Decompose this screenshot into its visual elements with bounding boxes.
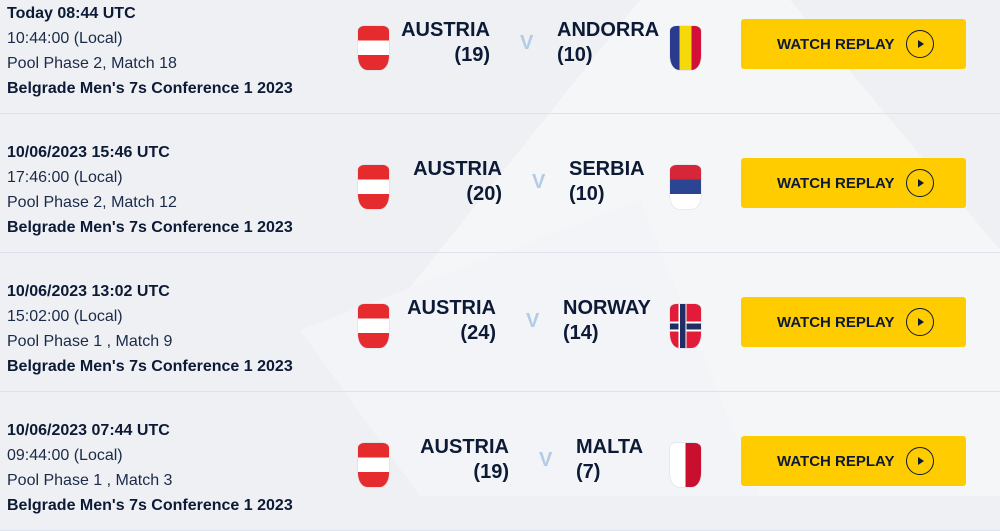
norway-flag-icon <box>670 304 701 348</box>
watch-replay-label: WATCH REPLAY <box>777 174 895 192</box>
event-name: Belgrade Men's 7s Conference 1 2023 <box>7 497 293 514</box>
away-team: NORWAY (14) <box>563 296 651 346</box>
match-local-time: 17:46:00 (Local) <box>7 169 123 186</box>
away-team-name: SERBIA <box>569 158 645 180</box>
play-icon <box>906 30 934 58</box>
match-info: Today 08:44 UTC 10:44:00 (Local) Pool Ph… <box>7 1 293 101</box>
match-info: 10/06/2023 13:02 UTC 15:02:00 (Local) Po… <box>7 279 293 379</box>
home-team-score: (24) <box>460 322 496 344</box>
versus-label: V <box>532 171 546 193</box>
event-name: Belgrade Men's 7s Conference 1 2023 <box>7 358 293 375</box>
home-team-name: AUSTRIA <box>407 297 496 319</box>
home-team-name: AUSTRIA <box>401 19 490 41</box>
play-icon <box>906 447 934 475</box>
home-team: AUSTRIA (20) <box>302 157 502 207</box>
match-row: 10/06/2023 13:02 UTC 15:02:00 (Local) Po… <box>0 253 1000 392</box>
watch-replay-button[interactable]: WATCH REPLAY <box>741 158 966 208</box>
match-utc-time: 10/06/2023 07:44 UTC <box>7 422 170 439</box>
watch-replay-label: WATCH REPLAY <box>777 452 895 470</box>
match-utc-time: Today 08:44 UTC <box>7 5 136 22</box>
malta-flag-icon <box>670 443 701 487</box>
match-local-time: 09:44:00 (Local) <box>7 447 123 464</box>
away-team: MALTA (7) <box>576 435 643 485</box>
play-icon <box>906 169 934 197</box>
play-icon <box>906 308 934 336</box>
home-team-name: AUSTRIA <box>420 436 509 458</box>
watch-replay-label: WATCH REPLAY <box>777 35 895 53</box>
match-phase: Pool Phase 1 , Match 3 <box>7 472 173 489</box>
away-team-name: NORWAY <box>563 297 651 319</box>
austria-flag-icon <box>358 26 389 70</box>
watch-replay-button[interactable]: WATCH REPLAY <box>741 436 966 486</box>
match-info: 10/06/2023 07:44 UTC 09:44:00 (Local) Po… <box>7 418 293 518</box>
match-utc-time: 10/06/2023 15:46 UTC <box>7 144 170 161</box>
match-phase: Pool Phase 2, Match 12 <box>7 194 177 211</box>
home-team-name: AUSTRIA <box>413 158 502 180</box>
austria-flag-icon <box>358 443 389 487</box>
away-team-score: (14) <box>563 322 599 344</box>
away-team-score: (10) <box>557 44 593 66</box>
versus-label: V <box>539 449 553 471</box>
match-row: Today 08:44 UTC 10:44:00 (Local) Pool Ph… <box>0 0 1000 114</box>
watch-replay-label: WATCH REPLAY <box>777 313 895 331</box>
austria-flag-icon <box>358 304 389 348</box>
serbia-flag-icon <box>670 165 701 209</box>
home-team-score: (20) <box>466 183 502 205</box>
home-team-score: (19) <box>454 44 490 66</box>
away-team-name: MALTA <box>576 436 644 458</box>
home-team: AUSTRIA (24) <box>296 296 496 346</box>
event-name: Belgrade Men's 7s Conference 1 2023 <box>7 219 293 236</box>
versus-label: V <box>526 310 540 332</box>
match-local-time: 10:44:00 (Local) <box>7 30 123 47</box>
match-row: 10/06/2023 15:46 UTC 17:46:00 (Local) Po… <box>0 114 1000 253</box>
andorra-flag-icon <box>670 26 701 70</box>
away-team-score: (10) <box>569 183 605 205</box>
away-team-name: ANDORRA <box>557 19 660 41</box>
watch-replay-button[interactable]: WATCH REPLAY <box>741 297 966 347</box>
away-team: ANDORRA (10) <box>557 18 659 68</box>
away-team-score: (7) <box>576 461 601 483</box>
match-utc-time: 10/06/2023 13:02 UTC <box>7 283 170 300</box>
home-team-score: (19) <box>473 461 509 483</box>
austria-flag-icon <box>358 165 389 209</box>
home-team: AUSTRIA (19) <box>290 18 490 68</box>
match-info: 10/06/2023 15:46 UTC 17:46:00 (Local) Po… <box>7 140 293 240</box>
match-phase: Pool Phase 1 , Match 9 <box>7 333 173 350</box>
versus-label: V <box>520 32 534 54</box>
match-local-time: 15:02:00 (Local) <box>7 308 123 325</box>
event-name: Belgrade Men's 7s Conference 1 2023 <box>7 80 293 97</box>
watch-replay-button[interactable]: WATCH REPLAY <box>741 19 966 69</box>
home-team: AUSTRIA (19) <box>309 435 509 485</box>
match-row: 10/06/2023 07:44 UTC 09:44:00 (Local) Po… <box>0 392 1000 531</box>
match-phase: Pool Phase 2, Match 18 <box>7 55 177 72</box>
background-decoration <box>0 0 1000 496</box>
away-team: SERBIA (10) <box>569 157 645 207</box>
